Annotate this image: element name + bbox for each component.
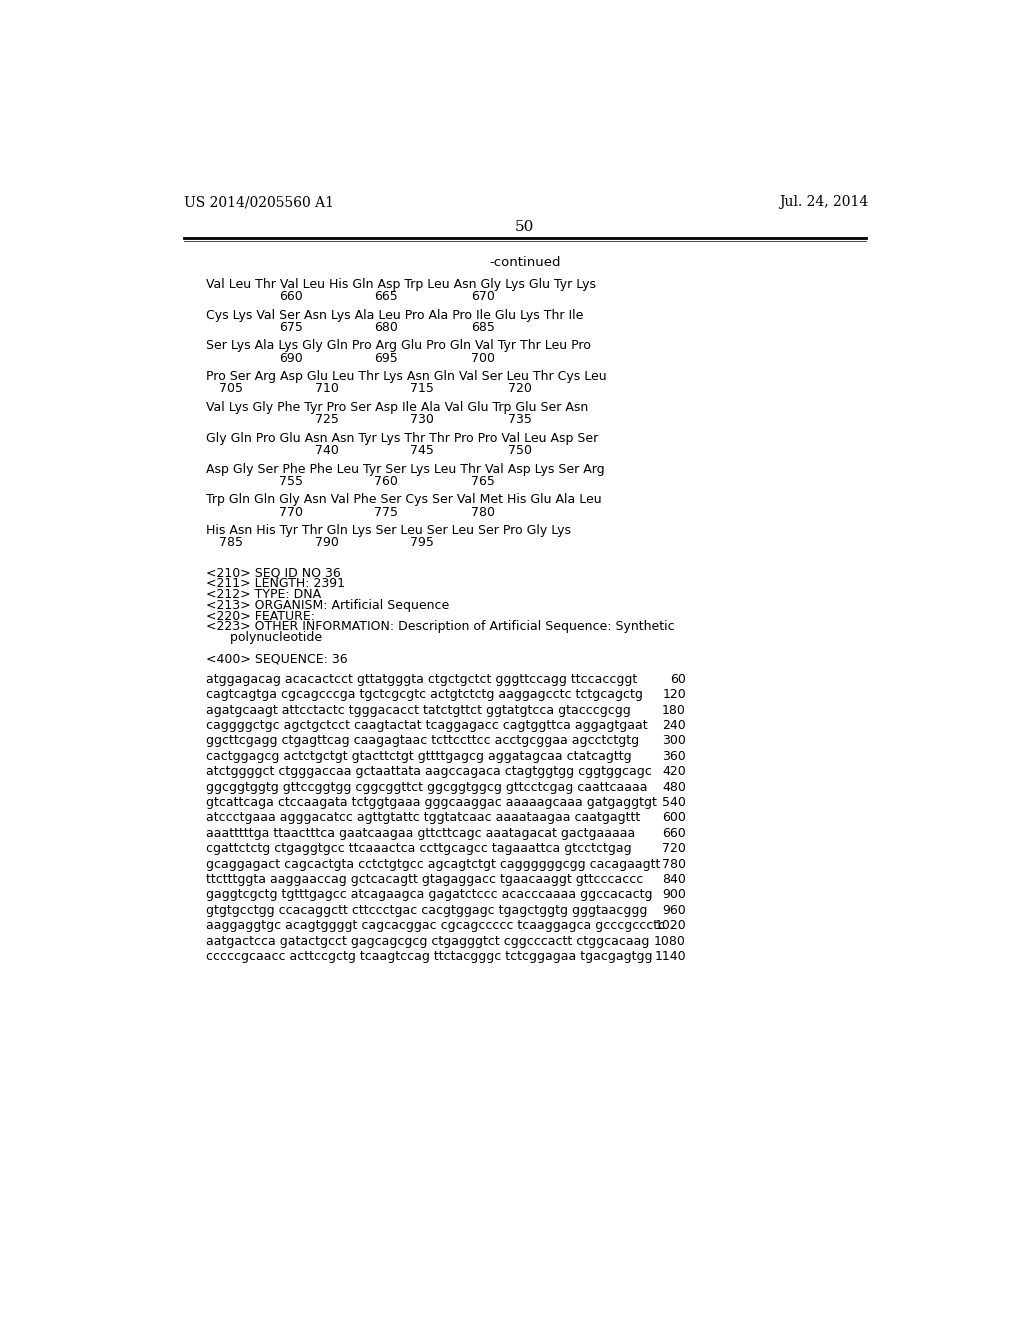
Text: <211> LENGTH: 2391: <211> LENGTH: 2391 — [206, 577, 344, 590]
Text: 770: 770 — [280, 506, 303, 519]
Text: 705: 705 — [219, 383, 244, 396]
Text: Pro Ser Arg Asp Glu Leu Thr Lys Asn Gln Val Ser Leu Thr Cys Leu: Pro Ser Arg Asp Glu Leu Thr Lys Asn Gln … — [206, 370, 606, 383]
Text: ggcttcgagg ctgagttcag caagagtaac tcttccttcc acctgcggaa agcctctgtg: ggcttcgagg ctgagttcag caagagtaac tcttcct… — [206, 734, 639, 747]
Text: ttctttggta aaggaaccag gctcacagtt gtagaggacc tgaacaaggt gttcccaccc: ttctttggta aaggaaccag gctcacagtt gtagagg… — [206, 873, 643, 886]
Text: 665: 665 — [375, 290, 398, 304]
Text: gtgtgcctgg ccacaggctt cttccctgac cacgtggagc tgagctggtg gggtaacggg: gtgtgcctgg ccacaggctt cttccctgac cacgtgg… — [206, 904, 647, 917]
Text: 710: 710 — [314, 383, 339, 396]
Text: Val Lys Gly Phe Tyr Pro Ser Asp Ile Ala Val Glu Trp Glu Ser Asn: Val Lys Gly Phe Tyr Pro Ser Asp Ile Ala … — [206, 401, 588, 414]
Text: Jul. 24, 2014: Jul. 24, 2014 — [779, 195, 868, 210]
Text: 480: 480 — [663, 780, 686, 793]
Text: 675: 675 — [280, 321, 303, 334]
Text: aatgactcca gatactgcct gagcagcgcg ctgagggtct cggcccactt ctggcacaag: aatgactcca gatactgcct gagcagcgcg ctgaggg… — [206, 935, 649, 948]
Text: 785: 785 — [219, 536, 244, 549]
Text: Val Leu Thr Val Leu His Gln Asp Trp Leu Asn Gly Lys Glu Tyr Lys: Val Leu Thr Val Leu His Gln Asp Trp Leu … — [206, 277, 596, 290]
Text: 790: 790 — [314, 536, 339, 549]
Text: polynucleotide: polynucleotide — [206, 631, 322, 644]
Text: atggagacag acacactcct gttatgggta ctgctgctct gggttccagg ttccaccggt: atggagacag acacactcct gttatgggta ctgctgc… — [206, 673, 637, 686]
Text: 60: 60 — [670, 673, 686, 686]
Text: <212> TYPE: DNA: <212> TYPE: DNA — [206, 589, 321, 601]
Text: gcaggagact cagcactgta cctctgtgcc agcagtctgt caggggggcgg cacagaagtt: gcaggagact cagcactgta cctctgtgcc agcagtc… — [206, 858, 659, 871]
Text: 780: 780 — [662, 858, 686, 871]
Text: 1020: 1020 — [654, 919, 686, 932]
Text: 740: 740 — [314, 444, 339, 457]
Text: Ser Lys Ala Lys Gly Gln Pro Arg Glu Pro Gln Val Tyr Thr Leu Pro: Ser Lys Ala Lys Gly Gln Pro Arg Glu Pro … — [206, 339, 591, 352]
Text: <213> ORGANISM: Artificial Sequence: <213> ORGANISM: Artificial Sequence — [206, 599, 449, 612]
Text: US 2014/0205560 A1: US 2014/0205560 A1 — [183, 195, 334, 210]
Text: gtcattcaga ctccaagata tctggtgaaa gggcaaggac aaaaagcaaa gatgaggtgt: gtcattcaga ctccaagata tctggtgaaa gggcaag… — [206, 796, 656, 809]
Text: 600: 600 — [663, 812, 686, 825]
Text: 1140: 1140 — [654, 950, 686, 964]
Text: 720: 720 — [663, 842, 686, 855]
Text: 680: 680 — [375, 321, 398, 334]
Text: <220> FEATURE:: <220> FEATURE: — [206, 610, 314, 623]
Text: 180: 180 — [663, 704, 686, 717]
Text: <210> SEQ ID NO 36: <210> SEQ ID NO 36 — [206, 566, 340, 579]
Text: agatgcaagt attcctactc tgggacacct tatctgttct ggtatgtcca gtacccgcgg: agatgcaagt attcctactc tgggacacct tatctgt… — [206, 704, 630, 717]
Text: 840: 840 — [663, 873, 686, 886]
Text: <400> SEQUENCE: 36: <400> SEQUENCE: 36 — [206, 653, 347, 665]
Text: 540: 540 — [663, 796, 686, 809]
Text: -continued: -continued — [489, 256, 560, 269]
Text: His Asn His Tyr Thr Gln Lys Ser Leu Ser Leu Ser Pro Gly Lys: His Asn His Tyr Thr Gln Lys Ser Leu Ser … — [206, 524, 570, 537]
Text: 745: 745 — [410, 444, 434, 457]
Text: cagtcagtga cgcagcccga tgctcgcgtc actgtctctg aaggagcctc tctgcagctg: cagtcagtga cgcagcccga tgctcgcgtc actgtct… — [206, 688, 642, 701]
Text: 690: 690 — [280, 351, 303, 364]
Text: 780: 780 — [471, 506, 496, 519]
Text: 420: 420 — [663, 766, 686, 779]
Text: aaatttttga ttaactttca gaatcaagaa gttcttcagc aaatagacat gactgaaaaa: aaatttttga ttaactttca gaatcaagaa gttcttc… — [206, 826, 635, 840]
Text: 685: 685 — [471, 321, 496, 334]
Text: cccccgcaacc acttccgctg tcaagtccag ttctacgggc tctcggagaa tgacgagtgg: cccccgcaacc acttccgctg tcaagtccag ttctac… — [206, 950, 652, 964]
Text: atccctgaaa agggacatcc agttgtattc tggtatcaac aaaataagaa caatgagttt: atccctgaaa agggacatcc agttgtattc tggtatc… — [206, 812, 640, 825]
Text: Trp Gln Gln Gly Asn Val Phe Ser Cys Ser Val Met His Glu Ala Leu: Trp Gln Gln Gly Asn Val Phe Ser Cys Ser … — [206, 494, 601, 507]
Text: Cys Lys Val Ser Asn Lys Ala Leu Pro Ala Pro Ile Glu Lys Thr Ile: Cys Lys Val Ser Asn Lys Ala Leu Pro Ala … — [206, 309, 583, 322]
Text: 715: 715 — [410, 383, 434, 396]
Text: 735: 735 — [508, 413, 531, 426]
Text: aaggaggtgc acagtggggt cagcacggac cgcagccccc tcaaggagca gcccgccctc: aaggaggtgc acagtggggt cagcacggac cgcagcc… — [206, 919, 665, 932]
Text: cgattctctg ctgaggtgcc ttcaaactca ccttgcagcc tagaaattca gtcctctgag: cgattctctg ctgaggtgcc ttcaaactca ccttgca… — [206, 842, 631, 855]
Text: 120: 120 — [663, 688, 686, 701]
Text: caggggctgc agctgctcct caagtactat tcaggagacc cagtggttca aggagtgaat: caggggctgc agctgctcct caagtactat tcaggag… — [206, 719, 647, 733]
Text: 1080: 1080 — [654, 935, 686, 948]
Text: 900: 900 — [663, 888, 686, 902]
Text: 300: 300 — [663, 734, 686, 747]
Text: 670: 670 — [471, 290, 496, 304]
Text: 755: 755 — [280, 475, 303, 488]
Text: 360: 360 — [663, 750, 686, 763]
Text: 765: 765 — [471, 475, 496, 488]
Text: Gly Gln Pro Glu Asn Asn Tyr Lys Thr Thr Pro Pro Val Leu Asp Ser: Gly Gln Pro Glu Asn Asn Tyr Lys Thr Thr … — [206, 432, 598, 445]
Text: atctggggct ctgggaccaa gctaattata aagccagaca ctagtggtgg cggtggcagc: atctggggct ctgggaccaa gctaattata aagccag… — [206, 766, 651, 779]
Text: 795: 795 — [410, 536, 434, 549]
Text: 660: 660 — [663, 826, 686, 840]
Text: 720: 720 — [508, 383, 531, 396]
Text: <223> OTHER INFORMATION: Description of Artificial Sequence: Synthetic: <223> OTHER INFORMATION: Description of … — [206, 620, 674, 634]
Text: 50: 50 — [515, 220, 535, 234]
Text: 660: 660 — [280, 290, 303, 304]
Text: 760: 760 — [375, 475, 398, 488]
Text: Asp Gly Ser Phe Phe Leu Tyr Ser Lys Leu Thr Val Asp Lys Ser Arg: Asp Gly Ser Phe Phe Leu Tyr Ser Lys Leu … — [206, 462, 604, 475]
Text: 240: 240 — [663, 719, 686, 733]
Text: 725: 725 — [314, 413, 339, 426]
Text: 750: 750 — [508, 444, 531, 457]
Text: gaggtcgctg tgtttgagcc atcagaagca gagatctccc acacccaaaa ggccacactg: gaggtcgctg tgtttgagcc atcagaagca gagatct… — [206, 888, 652, 902]
Text: 730: 730 — [410, 413, 434, 426]
Text: 700: 700 — [471, 351, 496, 364]
Text: cactggagcg actctgctgt gtacttctgt gttttgagcg aggatagcaa ctatcagttg: cactggagcg actctgctgt gtacttctgt gttttga… — [206, 750, 631, 763]
Text: 695: 695 — [375, 351, 398, 364]
Text: 960: 960 — [663, 904, 686, 917]
Text: 775: 775 — [375, 506, 398, 519]
Text: ggcggtggtg gttccggtgg cggcggttct ggcggtggcg gttcctcgag caattcaaaa: ggcggtggtg gttccggtgg cggcggttct ggcggtg… — [206, 780, 647, 793]
